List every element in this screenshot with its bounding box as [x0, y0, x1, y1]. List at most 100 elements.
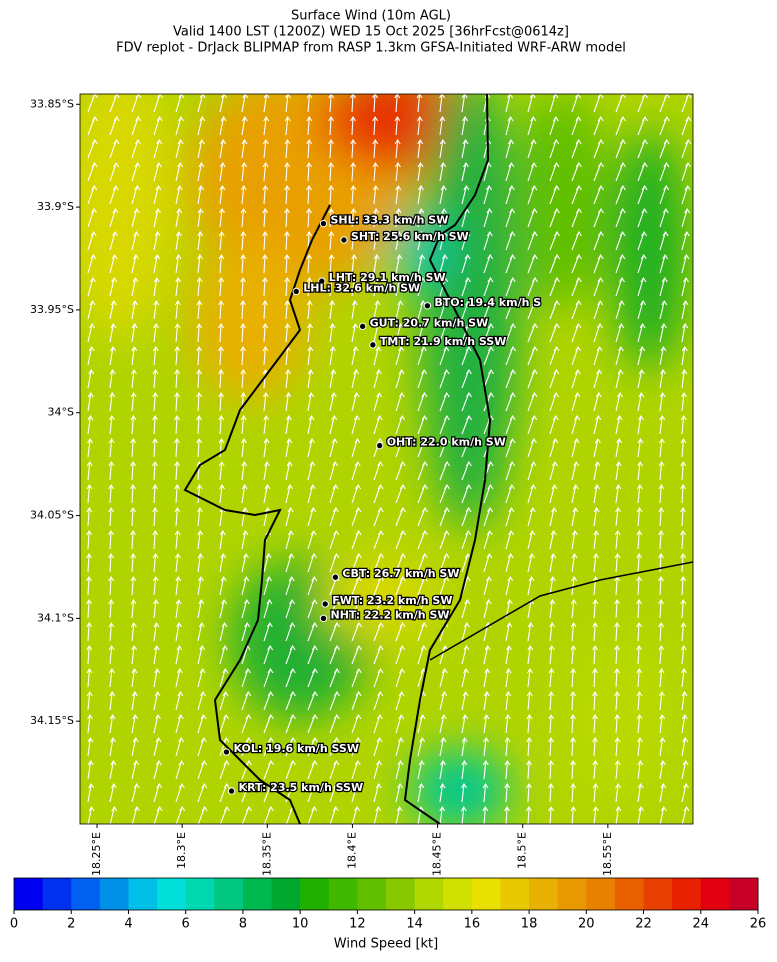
wind-arrow	[131, 184, 141, 205]
wind-arrow	[461, 506, 472, 527]
wind-arrow	[681, 782, 690, 803]
colorbar-cell	[443, 878, 473, 910]
wind-arrow	[196, 345, 203, 366]
wind-arrow	[130, 437, 137, 458]
wind-arrow	[615, 414, 623, 435]
wind-arrow	[351, 391, 360, 412]
wind-arrow	[681, 299, 689, 320]
wind-arrow	[131, 690, 138, 711]
wind-arrow	[659, 713, 666, 734]
wind-arrow	[108, 506, 115, 527]
colorbar-tick-label: 14	[406, 917, 423, 932]
wind-arrow	[461, 368, 472, 389]
wind-arrow	[373, 391, 383, 412]
wind-arrow	[241, 736, 252, 757]
wind-arrow	[615, 161, 626, 182]
wind-arrow	[615, 506, 622, 527]
wind-arrow	[527, 368, 538, 389]
wind-arrow	[219, 759, 230, 780]
wind-arrow	[196, 253, 203, 274]
colorbar-tick-label: 16	[464, 917, 481, 932]
wind-arrow	[197, 736, 207, 757]
wind-arrow	[417, 345, 427, 366]
wind-arrow	[351, 483, 362, 504]
wind-arrow	[373, 368, 382, 389]
wind-arrow	[505, 207, 516, 228]
wind-arrow	[131, 713, 139, 734]
wind-arrow	[417, 759, 425, 780]
colorbar-cell	[300, 878, 330, 910]
wind-arrow	[351, 736, 362, 757]
wind-arrow	[197, 690, 207, 711]
wind-arrow	[130, 391, 137, 412]
wind-arrow	[615, 253, 626, 274]
wind-arrow	[284, 184, 291, 205]
wind-arrow	[505, 115, 514, 136]
wind-arrow	[439, 368, 450, 389]
wind-arrow	[461, 483, 472, 504]
wind-arrow	[351, 368, 360, 389]
wind-arrow	[615, 138, 626, 159]
wind-arrow	[175, 253, 182, 274]
wind-arrow	[658, 621, 665, 642]
colorbar-tick-label: 20	[578, 917, 595, 932]
wind-arrow	[615, 322, 625, 343]
wind-arrow	[659, 161, 670, 182]
wind-arrow	[549, 253, 560, 274]
wind-arrow	[175, 207, 183, 228]
wind-arrow	[351, 345, 359, 366]
wind-arrow	[87, 345, 95, 366]
wind-arrow	[109, 736, 116, 757]
wind-arrow	[548, 759, 554, 780]
wind-arrow	[615, 460, 622, 481]
wind-arrow	[483, 207, 493, 228]
wind-arrow	[174, 345, 181, 366]
wind-arrow	[680, 575, 687, 596]
wind-arrow	[197, 713, 207, 734]
wind-arrow	[109, 345, 116, 366]
colorbar-cell	[14, 878, 44, 910]
wind-arrow	[108, 667, 115, 688]
wind-arrow	[527, 230, 538, 251]
wind-arrow	[87, 230, 97, 251]
wind-arrow	[263, 621, 273, 642]
wind-arrow	[87, 782, 95, 803]
wind-arrow	[131, 805, 140, 824]
wind-arrow	[241, 161, 248, 182]
wind-arrow	[417, 644, 427, 665]
wind-arrow	[87, 437, 94, 458]
wind-arrow	[417, 391, 428, 412]
wind-arrow	[505, 184, 515, 205]
wind-arrow	[197, 552, 204, 573]
wind-arrow	[504, 805, 511, 824]
wind-arrow	[329, 460, 339, 481]
wind-arrow	[505, 368, 516, 389]
wind-arrow	[593, 414, 602, 435]
wind-arrow	[549, 276, 560, 297]
wind-arrow	[527, 322, 538, 343]
wind-arrow	[614, 713, 621, 734]
wind-arrow	[219, 184, 226, 205]
wind-arrow	[615, 345, 624, 366]
wind-arrow	[658, 667, 665, 688]
wind-arrow	[505, 345, 516, 366]
wind-arrow	[130, 460, 137, 481]
wind-arrow	[637, 805, 645, 824]
wind-arrow	[592, 621, 599, 642]
wind-arrow	[637, 460, 644, 481]
wind-arrow	[548, 736, 555, 757]
wind-arrow	[680, 437, 687, 458]
wind-arrow	[329, 506, 339, 527]
wind-arrow	[680, 621, 687, 642]
wind-arrow	[262, 207, 269, 228]
wind-arrow	[175, 115, 184, 136]
station-label: TMT: 21.9 km/h SSW	[380, 335, 507, 348]
wind-arrow	[439, 299, 449, 320]
wind-arrow	[328, 161, 334, 182]
wind-arrow	[615, 782, 622, 803]
wind-arrow	[681, 253, 690, 274]
wind-arrow	[218, 276, 225, 297]
wind-arrow	[153, 161, 162, 182]
wind-arrow	[439, 253, 448, 274]
